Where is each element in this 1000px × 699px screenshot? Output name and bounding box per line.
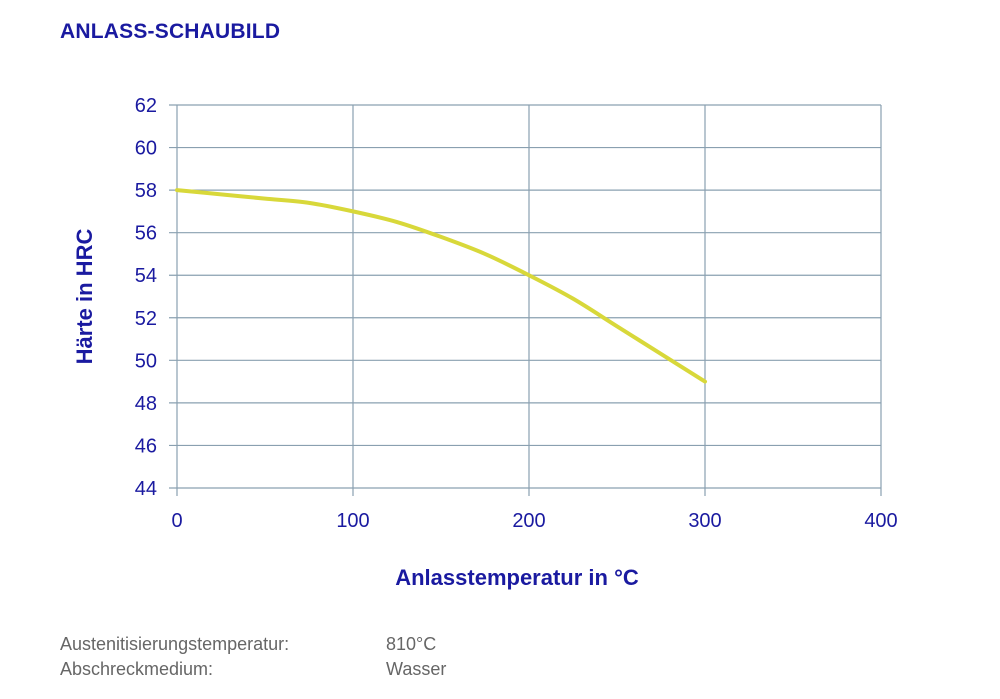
y-tick-label: 50: [135, 350, 157, 372]
info-value: Wasser: [386, 659, 447, 679]
x-tick-label: 400: [864, 510, 897, 532]
x-tick-label: 0: [171, 510, 182, 532]
grid: [169, 104, 882, 496]
chart: 44 46 48 50 52 54 56 58 60 62 0 100 200 300 400 Härte…: [72, 95, 898, 590]
y-tick-label: 60: [135, 138, 157, 160]
x-axis-label: Anlasstemperatur in °C: [395, 565, 639, 590]
info-value: 810°C: [386, 634, 437, 654]
chart-title: ANLASS-SCHAUBILD: [60, 20, 281, 43]
y-tick-label: 56: [135, 223, 157, 245]
y-tick-label: 44: [135, 478, 157, 500]
y-tick-label: 48: [135, 393, 157, 415]
y-tick-label: 52: [135, 308, 157, 330]
x-axis-ticks: 0 100 200 300 400: [171, 510, 897, 532]
y-tick-label: 54: [135, 265, 157, 287]
y-tick-label: 62: [135, 95, 157, 117]
info-key: Abschreckmedium:: [60, 659, 214, 679]
info-row-quench-medium: Abschreckmedium: Wasser: [60, 657, 446, 682]
x-tick-label: 100: [336, 510, 369, 532]
x-tick-label: 300: [688, 510, 721, 532]
y-tick-label: 58: [135, 180, 157, 202]
hardness-curve: [175, 188, 707, 384]
y-tick-label: 46: [135, 435, 157, 457]
process-info: Austenitisierungstemperatur: 810°C Absch…: [60, 632, 446, 682]
y-axis-label: Härte in HRC: [72, 229, 97, 365]
info-key: Austenitisierungstemperatur:: [60, 634, 290, 654]
info-row-austenitizing: Austenitisierungstemperatur: 810°C: [60, 632, 446, 657]
y-axis-ticks: 44 46 48 50 52 54 56 58 60 62: [135, 95, 157, 500]
x-tick-label: 200: [512, 510, 545, 532]
